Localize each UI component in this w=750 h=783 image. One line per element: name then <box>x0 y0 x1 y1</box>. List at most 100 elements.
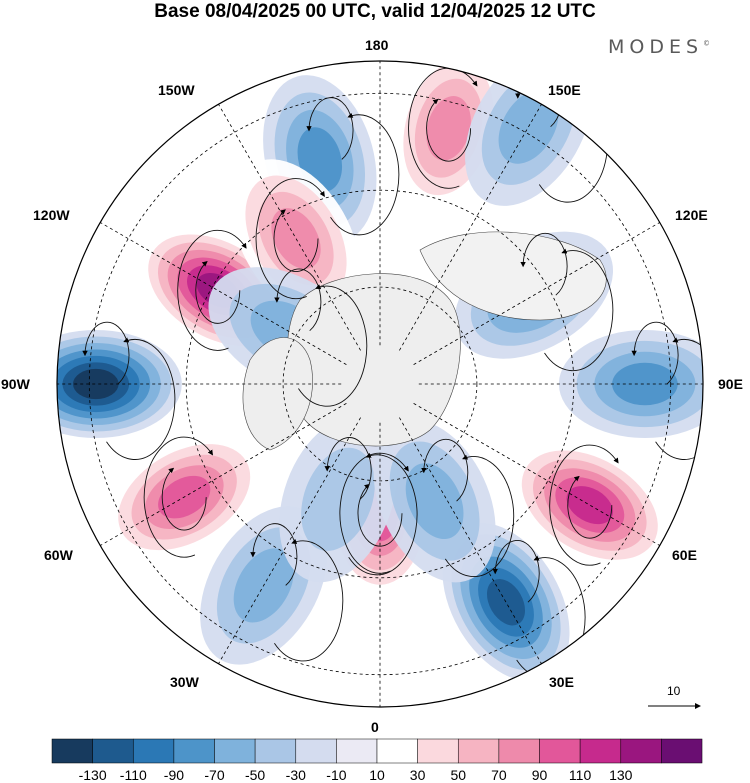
colorbar-tick-label: 90 <box>532 767 548 783</box>
latitude-circle <box>88 92 672 676</box>
colorbar-swatch <box>173 738 215 764</box>
streamline <box>255 178 325 299</box>
land-masses <box>242 231 607 451</box>
map-boundary <box>56 60 704 708</box>
latitude-circle <box>282 286 478 482</box>
streamline <box>273 209 319 272</box>
anomaly-contour <box>486 578 526 626</box>
streamline <box>177 229 247 351</box>
streamline <box>567 475 613 539</box>
brand-name: MODES <box>608 36 704 58</box>
lon-label-90w: 90W <box>1 376 30 392</box>
streamline <box>549 444 619 566</box>
streamline <box>444 454 515 577</box>
greenland-canada-landmass <box>242 337 313 451</box>
streamline <box>306 97 354 160</box>
anomaly-contour <box>405 463 464 540</box>
streamline <box>492 540 540 603</box>
colorbar-swatch <box>254 738 296 764</box>
lon-label-90e: 90E <box>718 376 743 392</box>
lon-label-150w: 150W <box>158 82 195 98</box>
lon-label-180: 180 <box>365 37 389 53</box>
colorbar-swatch <box>498 738 540 764</box>
streamline <box>426 98 472 162</box>
colorbar-tick-label: -110 <box>120 767 147 783</box>
map-title: Base 08/04/2025 00 UTC, valid 12/04/2025… <box>154 1 596 22</box>
streamline <box>195 261 241 324</box>
anomaly-center <box>510 441 670 569</box>
meridian-line <box>399 417 542 664</box>
colorbar-swatch <box>295 738 337 764</box>
streamline <box>143 436 214 558</box>
lon-label-60w: 60W <box>44 547 73 563</box>
colorbar-tick-label: 110 <box>569 767 592 783</box>
anomaly-center <box>373 419 496 583</box>
streamline <box>421 438 469 502</box>
colorbar-swatch <box>539 738 581 764</box>
lon-label-0: 0 <box>371 719 379 735</box>
colorbar-tick-label: 70 <box>491 767 507 783</box>
anomaly-center <box>57 330 182 438</box>
colorbar-swatch <box>214 738 256 764</box>
meridian-line <box>100 222 347 365</box>
colorbar-swatch <box>92 738 134 764</box>
streamline <box>339 452 409 574</box>
lon-label-30w: 30W <box>170 674 199 690</box>
colorbar-tick-label: -130 <box>79 767 107 783</box>
streamline <box>348 452 418 576</box>
meridian-line <box>413 222 660 365</box>
colorbar-tick-label: -70 <box>204 767 224 783</box>
streamline <box>330 112 400 236</box>
anomaly-contour <box>612 362 678 406</box>
streamline <box>631 321 679 385</box>
colorbar-tick-label: 50 <box>451 767 467 783</box>
colorbar-tick-label: 10 <box>369 767 385 783</box>
colorbar-swatch <box>336 738 378 764</box>
colorbar-swatch <box>133 738 175 764</box>
colorbar-tick-label: -90 <box>164 767 184 783</box>
colorbar-tick-label: -10 <box>326 767 346 783</box>
anomaly-contour <box>566 486 614 525</box>
meridian-line <box>218 417 361 664</box>
anomaly-contour <box>271 208 321 269</box>
colorbar-tick-label: -50 <box>245 767 265 783</box>
lon-label-60e: 60E <box>672 547 697 563</box>
meridian-line <box>100 403 347 546</box>
lon-label-120w: 120W <box>33 207 70 223</box>
meridian-line <box>218 104 361 351</box>
meridian-line <box>413 403 660 546</box>
anomaly-center <box>558 330 703 438</box>
siberia-landmass <box>419 231 607 321</box>
streamline <box>324 437 372 500</box>
anomaly-contour <box>426 96 471 161</box>
streamline <box>655 337 703 460</box>
graticule <box>57 61 703 707</box>
colorbar-swatch <box>458 738 500 764</box>
colorbar-swatch <box>661 738 703 764</box>
streamline <box>161 467 207 531</box>
lon-label-150e: 150E <box>548 82 581 98</box>
colorbar-swatch <box>620 738 662 764</box>
streamline <box>106 337 176 460</box>
colorbar-tick-label: 30 <box>410 767 426 783</box>
vector-scale-label: 10 <box>667 684 681 698</box>
brand-logo: MODES© <box>608 36 710 58</box>
streamline <box>250 523 298 586</box>
colorbar-swatch <box>579 738 621 764</box>
colorbar-tick-label: -30 <box>286 767 306 783</box>
latitude-circle <box>185 189 575 579</box>
streamline <box>274 268 322 332</box>
streamline <box>82 321 130 385</box>
arctic-landmass <box>286 273 461 447</box>
colorbar-swatch <box>51 738 93 764</box>
streamline <box>544 248 614 372</box>
meridian-line <box>399 104 542 351</box>
anomaly-contour <box>72 368 119 400</box>
colorbar: -130 -110 -90 -70 -50 -30 -10 10 30 50 70 90 110 130 <box>51 738 703 783</box>
brand-copyright-mark: © <box>703 39 711 48</box>
streamline <box>274 538 344 662</box>
colorbar-swatch <box>417 738 459 764</box>
colorbar-tick-label: 130 <box>609 767 633 783</box>
lon-label-120e: 120E <box>675 207 708 223</box>
